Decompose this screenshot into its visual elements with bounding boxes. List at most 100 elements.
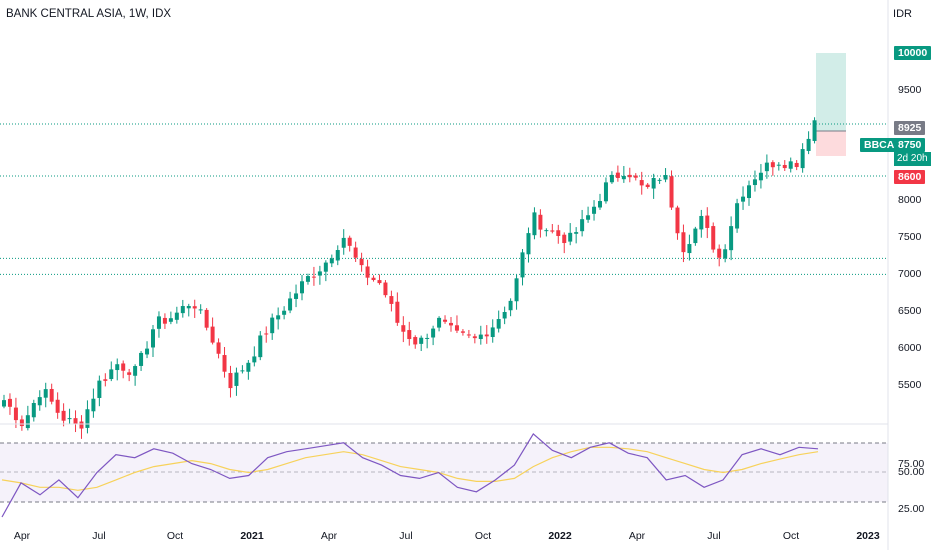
candle-down — [460, 331, 465, 333]
candle-down — [55, 399, 60, 413]
candle-down — [228, 372, 233, 389]
candle-down — [472, 336, 477, 339]
candle-up — [520, 252, 525, 278]
entry-price-badge[interactable]: 8925 — [894, 121, 926, 135]
candle-up — [693, 228, 698, 244]
candle-up — [580, 219, 585, 232]
candle-up — [609, 174, 614, 183]
rsi-line — [1, 432, 819, 518]
candle-up — [252, 356, 257, 363]
last-price-badge: 8750 — [894, 138, 926, 152]
candle-down — [371, 277, 376, 281]
candle-up — [335, 250, 340, 261]
candle-up — [300, 281, 304, 294]
candle-down — [556, 230, 561, 236]
candle-down — [770, 162, 775, 168]
candle-up — [592, 206, 597, 214]
time-tick: 2022 — [548, 530, 572, 542]
candle-up — [752, 179, 757, 186]
candle-up — [723, 249, 728, 259]
bar-countdown: 2d 20h — [894, 152, 931, 166]
price-tick: 7000 — [898, 268, 922, 280]
candle-up — [788, 161, 793, 169]
time-tick: Jul — [707, 530, 721, 542]
candle-up — [586, 215, 591, 220]
candle-down — [73, 418, 78, 424]
candle-up — [133, 366, 138, 376]
candle-up — [747, 185, 751, 199]
candle-up — [758, 172, 763, 181]
candle-down — [162, 317, 167, 324]
candle-down — [562, 234, 567, 244]
candle-up — [43, 389, 48, 398]
candle-up — [115, 364, 120, 371]
candle-up — [270, 317, 275, 334]
candle-down — [633, 175, 638, 178]
time-tick: Oct — [166, 530, 184, 542]
candle-down — [19, 419, 24, 427]
candle-up — [151, 329, 155, 348]
candle-down — [210, 326, 215, 343]
candle-up — [246, 362, 251, 372]
candle-up — [806, 138, 811, 151]
candle-down — [711, 226, 716, 250]
candle-up — [735, 203, 740, 229]
candle-up — [156, 316, 161, 329]
candle-up — [2, 400, 6, 407]
candle-up — [764, 162, 769, 172]
candle-up — [180, 306, 185, 314]
candle-down — [7, 398, 12, 407]
candle-down — [311, 276, 316, 278]
candle-up — [329, 258, 334, 264]
price-tick: 6000 — [898, 342, 922, 354]
candle-down — [127, 372, 132, 375]
candle-up — [478, 334, 483, 340]
time-tick: Apr — [628, 530, 646, 542]
candle-down — [645, 184, 650, 188]
position-loss-zone[interactable] — [816, 131, 846, 156]
take-profit-badge[interactable]: 10000 — [894, 46, 932, 60]
candle-up — [699, 215, 704, 230]
candle-down — [264, 333, 269, 335]
candle-down — [627, 174, 632, 178]
candle-up — [490, 327, 495, 338]
candle-down — [192, 306, 197, 309]
candle-down — [407, 330, 412, 340]
candle-up — [663, 175, 668, 180]
candle-up — [67, 418, 72, 420]
candle-up — [741, 196, 746, 202]
candle-up — [317, 271, 322, 276]
candle-down — [377, 280, 382, 284]
candle-up — [431, 328, 436, 338]
candle-up — [198, 309, 203, 311]
candle-up — [186, 305, 191, 309]
candle-up — [139, 352, 144, 366]
candle-up — [812, 120, 817, 141]
candle-down — [395, 301, 400, 323]
candle-up — [168, 318, 173, 322]
candle-down — [383, 282, 388, 296]
candle-up — [85, 409, 90, 428]
candle-up — [276, 315, 281, 320]
candle-series — [2, 117, 817, 439]
candle-down — [365, 266, 370, 278]
candle-up — [437, 317, 442, 328]
candle-up — [305, 276, 310, 282]
candle-up — [419, 337, 424, 344]
candle-down — [454, 325, 459, 331]
candle-up — [145, 348, 150, 355]
position-profit-zone[interactable] — [816, 53, 846, 131]
candle-up — [288, 298, 293, 311]
time-tick: Jul — [399, 530, 413, 542]
candle-up — [532, 212, 537, 236]
candle-up — [651, 178, 656, 189]
stop-loss-badge[interactable]: 8600 — [894, 170, 926, 184]
candle-up — [282, 310, 287, 315]
candle-up — [574, 232, 579, 234]
rsi-ma-line — [1, 446, 819, 491]
price-tick: 8000 — [898, 194, 922, 206]
candle-down — [466, 334, 471, 336]
candle-down — [13, 407, 18, 421]
candle-down — [359, 258, 364, 266]
